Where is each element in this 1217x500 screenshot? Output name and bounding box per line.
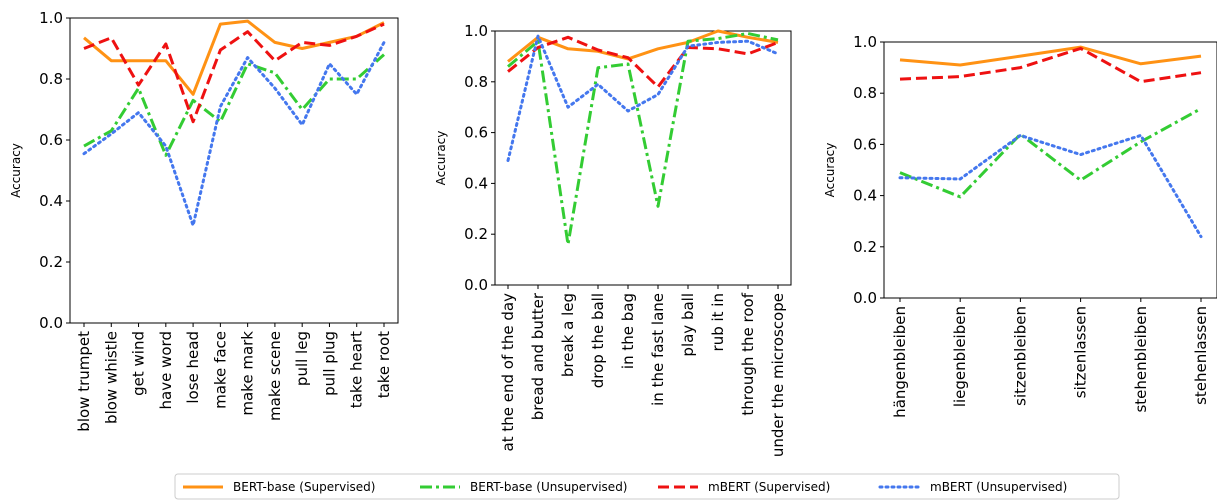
y-tick-label: 0.6 <box>853 135 877 153</box>
y-tick-label: 0.2 <box>464 225 488 243</box>
x-tick-label: through the roof <box>739 292 757 415</box>
x-tick-label: in the fast lane <box>649 293 667 406</box>
x-tick-label: stehenbleiben <box>1132 306 1150 413</box>
legend-box <box>174 473 1120 500</box>
y-tick-label: 1.0 <box>464 22 488 40</box>
x-tick-label: bread and butter <box>529 292 547 420</box>
y-tick-label: 0.8 <box>853 84 877 102</box>
y-tick-label: 0.0 <box>464 276 488 294</box>
x-tick-label: pull leg <box>293 331 311 386</box>
x-tick-label: sitzenlassen <box>1072 306 1090 398</box>
y-tick-label: 0.2 <box>39 253 63 271</box>
series-line-mbert-supervised <box>507 35 779 89</box>
x-tick-label: at the end of the day <box>499 293 517 452</box>
series-line-mbert-unsupervised <box>506 34 780 162</box>
legend-label: mBERT (Supervised) <box>708 480 830 494</box>
y-axis-label: Accuracy <box>434 131 448 186</box>
x-tick-label: take heart <box>348 331 366 408</box>
series-line-mbert-unsupervised <box>82 40 386 227</box>
x-tick-label: pull plug <box>320 331 338 396</box>
x-tick-label: make mark <box>239 331 257 416</box>
series-line-bert-base-supervised <box>507 29 779 63</box>
x-tick-label: lose head <box>184 331 202 404</box>
legend-label: mBERT (Unsupervised) <box>930 480 1067 494</box>
y-tick-label: 0.8 <box>39 70 63 88</box>
y-axis-label: Accuracy <box>9 143 23 198</box>
x-tick-label: play ball <box>679 293 697 357</box>
legend-label: BERT-base (Supervised) <box>233 480 375 494</box>
y-tick-label: 0.6 <box>464 124 488 142</box>
series-line-mbert-supervised <box>83 22 385 124</box>
chart-panel-2: 0.0 0.2 0.4 0.6 0.8 1.0 Accuracy at the end of … <box>434 22 792 457</box>
x-tick-label: blow whistle <box>102 331 120 424</box>
y-tick-label: 0.4 <box>464 174 488 192</box>
x-tick-label: have word <box>157 331 175 409</box>
chart-panel-3: 0.0 0.2 0.4 0.6 0.8 1.0 Accuracy hängenbleiben l… <box>823 33 1217 418</box>
x-tick-label: sitzenbleiben <box>1011 306 1029 406</box>
x-tick-label: make face <box>211 331 229 409</box>
y-tick-label: 1.0 <box>853 33 877 51</box>
y-axis-label: Accuracy <box>823 143 837 198</box>
x-tick-label: make scene <box>266 331 284 421</box>
y-tick-label: 1.0 <box>39 9 63 27</box>
series-line-mbert-supervised <box>899 46 1202 84</box>
x-tick-label: drop the ball <box>589 293 607 388</box>
y-tick-label: 0.4 <box>39 192 63 210</box>
axes-frame <box>69 17 399 324</box>
y-tick-label: 0.4 <box>853 187 877 205</box>
y-tick-label: 0.0 <box>853 289 877 307</box>
axes-frame <box>494 30 792 286</box>
series-line-bert-base-unsupervised <box>83 53 385 157</box>
x-tick-label: get wind <box>130 331 148 396</box>
y-tick-label: 0.8 <box>464 73 488 91</box>
series-line-bert-base-unsupervised <box>899 107 1202 199</box>
chart-panel-1: 0.0 0.2 0.4 0.6 0.8 1.0 Accuracy blow trumpet bl… <box>9 9 399 432</box>
series-line-bert-base-supervised <box>83 19 385 96</box>
x-tick-label: in the bag <box>619 293 637 369</box>
legend: BERT-base (Supervised) BERT-base (Unsuper… <box>174 473 1120 500</box>
series-line-bert-base-supervised <box>899 45 1202 67</box>
x-tick-label: blow trumpet <box>75 331 93 432</box>
series-line-mbert-unsupervised <box>898 133 1203 239</box>
x-tick-label: take root <box>375 331 393 398</box>
x-tick-label: liegenbleiben <box>951 306 969 407</box>
series-line-bert-base-unsupervised <box>507 32 779 246</box>
x-tick-label: stehenlassen <box>1192 306 1210 405</box>
x-tick-label: rub it in <box>709 293 727 351</box>
y-tick-label: 0.2 <box>853 238 877 256</box>
x-tick-label: hängenbleiben <box>891 306 909 418</box>
x-tick-label: break a leg <box>559 293 577 377</box>
legend-label: BERT-base (Unsupervised) <box>470 480 628 494</box>
axes-frame <box>883 41 1217 299</box>
x-tick-label: under the microscope <box>769 293 787 457</box>
y-tick-label: 0.0 <box>39 314 63 332</box>
y-tick-label: 0.6 <box>39 131 63 149</box>
